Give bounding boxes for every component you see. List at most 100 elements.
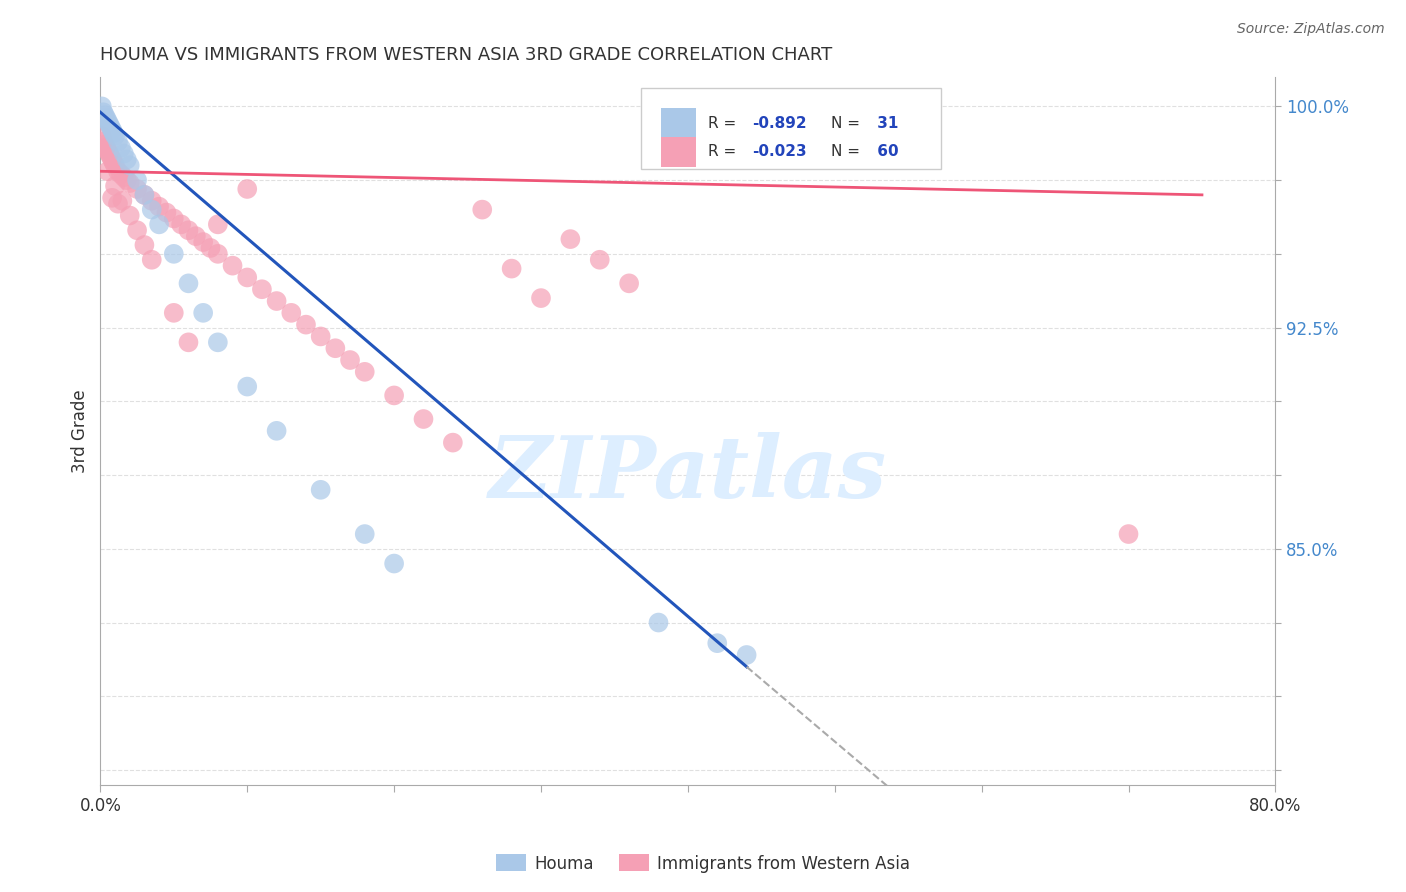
Point	[163, 247, 186, 261]
Point	[207, 247, 229, 261]
Text: ZIPatlas: ZIPatlas	[489, 432, 887, 515]
Point	[110, 141, 132, 155]
Point	[353, 365, 375, 379]
Text: 60: 60	[872, 145, 898, 160]
Text: R =: R =	[707, 145, 741, 160]
Point	[530, 291, 553, 305]
Point	[96, 111, 118, 125]
Point	[104, 128, 127, 143]
Point	[295, 318, 318, 332]
Point	[101, 123, 124, 137]
Point	[110, 167, 132, 181]
Point	[141, 194, 163, 208]
Point	[104, 179, 127, 194]
Point	[98, 117, 121, 131]
Point	[325, 341, 347, 355]
Point	[266, 293, 288, 308]
Point	[94, 108, 117, 122]
Point	[141, 252, 163, 267]
Point	[1118, 527, 1140, 541]
Text: -0.892: -0.892	[752, 115, 807, 130]
Point	[134, 187, 156, 202]
Legend: Houma, Immigrants from Western Asia: Houma, Immigrants from Western Asia	[489, 847, 917, 880]
Point	[112, 146, 135, 161]
Point	[236, 379, 259, 393]
Point	[200, 241, 222, 255]
Point	[177, 277, 200, 291]
Point	[90, 128, 112, 143]
Point	[471, 202, 494, 217]
Point	[125, 173, 148, 187]
Point	[115, 153, 138, 167]
Point	[382, 388, 405, 402]
Point	[97, 144, 120, 158]
Point	[115, 173, 138, 187]
Point	[193, 235, 215, 249]
Point	[177, 223, 200, 237]
Point	[184, 229, 207, 244]
Point	[441, 435, 464, 450]
Point	[101, 191, 124, 205]
Point	[100, 120, 122, 134]
Point	[103, 126, 125, 140]
Point	[647, 615, 669, 630]
Text: 31: 31	[872, 115, 898, 130]
Point	[107, 135, 129, 149]
Point	[141, 202, 163, 217]
Point	[90, 99, 112, 113]
Point	[97, 114, 120, 128]
FancyBboxPatch shape	[661, 108, 696, 138]
Point	[155, 205, 177, 219]
Point	[266, 424, 288, 438]
Point	[280, 306, 302, 320]
Point	[250, 282, 273, 296]
Point	[98, 146, 121, 161]
Point	[148, 218, 170, 232]
Point	[236, 270, 259, 285]
Point	[111, 194, 134, 208]
Point	[125, 182, 148, 196]
Point	[170, 218, 193, 232]
Point	[163, 211, 186, 226]
Point	[96, 141, 118, 155]
Point	[148, 200, 170, 214]
FancyBboxPatch shape	[661, 137, 696, 167]
Text: N =: N =	[831, 145, 865, 160]
Point	[134, 187, 156, 202]
Point	[382, 557, 405, 571]
Text: R =: R =	[707, 115, 741, 130]
Point	[221, 259, 243, 273]
Point	[735, 648, 758, 662]
Point	[177, 335, 200, 350]
Point	[103, 155, 125, 169]
Point	[309, 483, 332, 497]
Text: Source: ZipAtlas.com: Source: ZipAtlas.com	[1237, 22, 1385, 37]
Point	[118, 209, 141, 223]
Text: HOUMA VS IMMIGRANTS FROM WESTERN ASIA 3RD GRADE CORRELATION CHART: HOUMA VS IMMIGRANTS FROM WESTERN ASIA 3R…	[100, 46, 832, 64]
Point	[94, 137, 117, 152]
Point	[163, 306, 186, 320]
Point	[560, 232, 582, 246]
Point	[112, 170, 135, 185]
Point	[309, 329, 332, 343]
Point	[412, 412, 434, 426]
Point	[134, 238, 156, 252]
Point	[353, 527, 375, 541]
Point	[339, 353, 361, 368]
Point	[207, 335, 229, 350]
Point	[97, 164, 120, 178]
Point	[207, 218, 229, 232]
Point	[617, 277, 640, 291]
Point	[236, 182, 259, 196]
Point	[118, 176, 141, 190]
Point	[501, 261, 523, 276]
Point	[706, 636, 728, 650]
Point	[125, 223, 148, 237]
Text: -0.023: -0.023	[752, 145, 807, 160]
Point	[91, 135, 114, 149]
Point	[91, 105, 114, 120]
Y-axis label: 3rd Grade: 3rd Grade	[72, 389, 89, 473]
Point	[193, 306, 215, 320]
Point	[104, 158, 127, 172]
Point	[589, 252, 612, 267]
